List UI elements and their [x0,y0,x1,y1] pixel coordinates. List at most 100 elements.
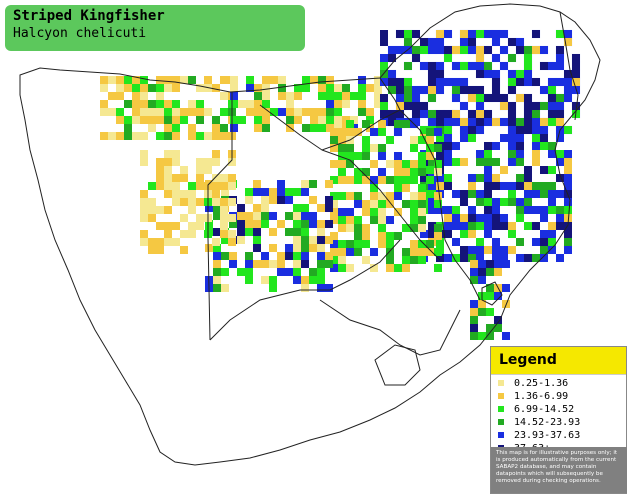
occurrence-cell [188,198,196,206]
occurrence-cell [396,30,404,38]
occurrence-cell [164,132,172,140]
occurrence-cell [156,206,164,214]
occurrence-cell [108,92,116,100]
occurrence-cell [354,224,362,232]
occurrence-cell [484,118,492,126]
occurrence-cell [213,276,221,284]
occurrence-cell [261,252,269,260]
occurrence-cell [460,190,468,198]
occurrence-cell [516,198,524,206]
occurrence-cell [500,118,508,126]
occurrence-cell [540,86,548,94]
occurrence-cell [301,220,309,228]
occurrence-cell [277,252,285,260]
legend-swatch [498,393,504,399]
occurrence-cell [508,198,516,206]
occurrence-cell [237,220,245,228]
legend-panel: Legend 0.25-1.36 1.36-6.99 6.99-14.52 14.52… [490,346,627,494]
occurrence-cell [484,62,492,70]
occurrence-cell [220,222,228,230]
occurrence-cell [269,244,277,252]
occurrence-cell [230,92,238,100]
occurrence-cell [516,46,524,54]
occurrence-cell [293,212,301,220]
occurrence-cell [516,134,524,142]
occurrence-cell [428,94,436,102]
legend-row: 14.52-23.93 [496,417,626,429]
occurrence-cell [470,308,478,316]
occurrence-cell [338,128,346,136]
occurrence-cell [436,254,444,262]
occurrence-cell [394,264,402,272]
occurrence-cell [476,174,484,182]
occurrence-cell [380,94,388,102]
legend-swatch [498,406,504,412]
occurrence-cell [460,254,468,262]
occurrence-cell [476,126,484,134]
occurrence-cell [524,206,532,214]
occurrence-cell [237,268,245,276]
occurrence-cell [362,176,370,184]
occurrence-cell [302,124,310,132]
occurrence-cell [540,246,548,254]
occurrence-cell [212,116,220,124]
occurrence-cell [444,150,452,158]
border-lesotho [374,344,421,386]
occurrence-cell [204,76,212,84]
occurrence-cell [362,232,370,240]
occurrence-cell [180,174,188,182]
occurrence-cell [269,228,277,236]
occurrence-cell [228,182,236,190]
occurrence-cell [370,128,378,136]
occurrence-cell [404,86,412,94]
occurrence-cell [212,190,220,198]
occurrence-cell [148,206,156,214]
occurrence-cell [564,246,572,254]
occurrence-cell [317,252,325,260]
occurrence-cell [508,246,516,254]
occurrence-cell [108,108,116,116]
occurrence-cell [196,116,204,124]
occurrence-cell [484,206,492,214]
occurrence-cell [412,30,420,38]
occurrence-cell [508,126,516,134]
occurrence-cell [229,252,237,260]
occurrence-cell [172,150,180,158]
occurrence-cell [388,46,396,54]
occurrence-cell [434,264,442,272]
border-botswana-south [209,239,401,341]
occurrence-cell [516,182,524,190]
occurrence-cell [334,116,342,124]
occurrence-cell [228,214,236,222]
occurrence-cell [164,190,172,198]
occurrence-cell [370,160,378,168]
occurrence-cell [452,62,460,70]
occurrence-cell [452,46,460,54]
occurrence-cell [444,142,452,150]
occurrence-cell [402,248,410,256]
occurrence-cell [500,246,508,254]
occurrence-cell [293,252,301,260]
occurrence-cell [388,54,396,62]
occurrence-cell [420,174,428,182]
occurrence-cell [330,232,338,240]
occurrence-cell [180,76,188,84]
occurrence-cell [564,78,572,86]
occurrence-cell [548,86,556,94]
occurrence-cell [140,198,148,206]
occurrence-cell [420,110,428,118]
occurrence-cell [524,94,532,102]
occurrence-cell [524,182,532,190]
occurrence-cell [524,198,532,206]
occurrence-cell [334,84,342,92]
occurrence-cell [434,128,442,136]
occurrence-cell [386,256,394,264]
occurrence-cell [342,84,350,92]
occurrence-cell [486,284,494,292]
occurrence-cell [220,198,228,206]
occurrence-cell [492,94,500,102]
occurrence-cell [325,284,333,292]
occurrence-cell [245,212,253,220]
occurrence-cell [148,246,156,254]
occurrence-cell [286,116,294,124]
